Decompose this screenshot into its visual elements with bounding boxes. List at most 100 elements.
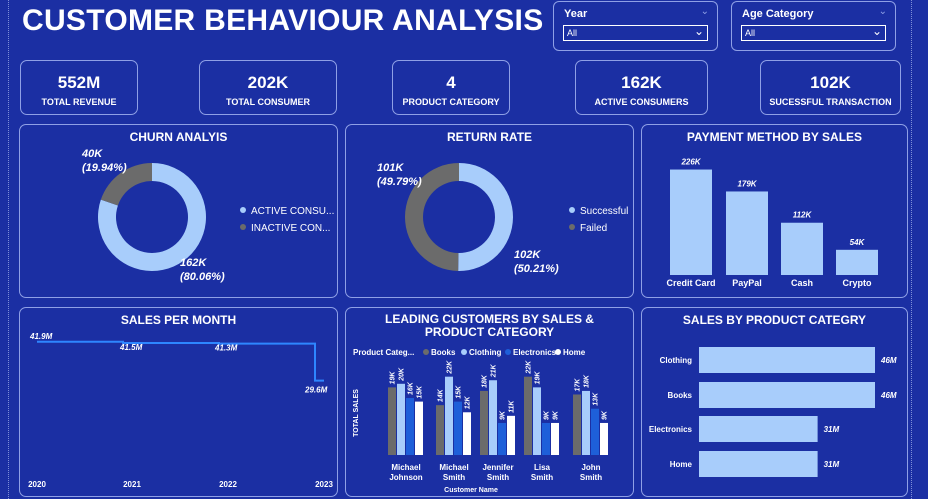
age-category-dropdown[interactable]: All ⌄ xyxy=(741,24,886,41)
category-label: Smith xyxy=(443,473,465,482)
legend-marker xyxy=(240,224,246,230)
category-label: Smith xyxy=(487,473,509,482)
tick-label: 2023 xyxy=(315,480,333,489)
legend-marker xyxy=(555,349,561,355)
x-axis-label: Customer Name xyxy=(444,487,498,494)
chevron-down-icon[interactable]: ⌄ xyxy=(878,6,887,17)
data-label: 11K xyxy=(509,400,516,413)
page-guide-left xyxy=(8,0,9,499)
data-label: (19.94%) xyxy=(82,162,127,174)
category-label: Jennifer xyxy=(482,463,513,472)
legend-label: INACTIVE CON... xyxy=(251,223,330,234)
leading-customers-bar-chart: Product Categ... Books Clothing Electronics… xyxy=(353,348,609,494)
donut-slice xyxy=(97,163,206,271)
chart-title: CHURN ANALYIS xyxy=(129,130,228,144)
bar xyxy=(699,347,875,373)
age-category-slicer[interactable]: Age Category ⌄ All ⌄ xyxy=(731,1,896,51)
chart-title: SALES BY PRODUCT CATEGRY xyxy=(682,313,867,327)
data-label: 15K xyxy=(456,385,463,399)
data-label: 179K xyxy=(737,179,757,188)
bar xyxy=(524,376,532,455)
data-label: (49.79%) xyxy=(377,176,422,188)
churn-donut-chart: ACTIVE CONSU... 162K (80.06%) INACTIVE CON.… xyxy=(81,148,334,283)
year-slicer[interactable]: Year ⌄ All ⌄ xyxy=(553,1,718,51)
legend-label: Successful xyxy=(580,206,628,217)
bar xyxy=(551,422,559,455)
data-label: 54K xyxy=(850,238,866,247)
bar xyxy=(600,422,608,455)
category-label: Books xyxy=(668,391,693,400)
data-label: 16K xyxy=(408,381,415,395)
data-label: (80.06%) xyxy=(180,271,225,283)
payment-method-panel: PAYMENT METHOD BY SALES 226K Credit Card 1… xyxy=(641,124,908,298)
return-rate-donut-chart: Successful 102K (50.21%) Failed 101K (49.79%) xyxy=(377,162,628,275)
bar xyxy=(415,401,423,455)
kpi-label: TOTAL CONSUMER xyxy=(225,97,310,107)
tick-label: 2020 xyxy=(28,480,46,489)
data-label: 14K xyxy=(438,388,445,402)
sales-per-month-line-chart: 41.9M 2020 41.5M 2021 41.3M 2022 29.6M 2023 xyxy=(28,332,333,489)
age-category-dropdown-value: All xyxy=(745,28,756,38)
data-label: 9K xyxy=(553,410,560,420)
data-label: 46M xyxy=(880,356,897,365)
donut-slice xyxy=(404,163,459,271)
bar xyxy=(507,415,515,455)
bar xyxy=(699,416,818,442)
y-axis-label: TOTAL SALES xyxy=(353,389,360,437)
kpi-value: 162K xyxy=(621,73,662,92)
data-label: 102K xyxy=(514,249,541,261)
churn-analysis-panel: CHURN ANALYIS ACTIVE CONSU... 162K (80.06%… xyxy=(19,124,338,298)
category-label: Cash xyxy=(791,278,813,288)
category-label: Michael xyxy=(439,463,468,472)
age-category-slicer-label: Age Category xyxy=(742,8,814,20)
kpi-label: SUCESSFUL TRANSACTION xyxy=(769,97,892,107)
year-slicer-label: Year xyxy=(564,8,588,20)
chart-title: PAYMENT METHOD BY SALES xyxy=(686,130,863,144)
kpi-total-consumer: 202K TOTAL CONSUMER xyxy=(199,60,337,115)
kpi-label: TOTAL REVENUE xyxy=(41,97,117,107)
data-label: 22K xyxy=(526,360,533,375)
bar xyxy=(699,451,818,477)
kpi-value: 202K xyxy=(247,73,289,92)
bar xyxy=(406,398,414,455)
sales-per-month-panel: SALES PER MONTH 41.9M 2020 41.5M 2021 41.3M 2… xyxy=(19,307,338,497)
year-dropdown[interactable]: All ⌄ xyxy=(563,24,708,41)
legend-label: ACTIVE CONSU... xyxy=(251,206,334,217)
bar xyxy=(445,376,453,455)
bar xyxy=(582,390,590,455)
leading-customers-panel: LEADING CUSTOMERS BY SALES & PRODUCT CAT… xyxy=(345,307,634,497)
data-label: 15K xyxy=(417,385,424,399)
legend-label: Home xyxy=(563,348,586,357)
data-label: 18K xyxy=(584,374,591,388)
chevron-down-icon[interactable]: ⌄ xyxy=(700,6,709,17)
data-label: 31M xyxy=(824,460,840,469)
category-label: John xyxy=(581,463,600,472)
data-label: 29.6M xyxy=(304,386,328,395)
category-label: Credit Card xyxy=(666,278,715,288)
legend-label: Books xyxy=(431,348,456,357)
category-label: Lisa xyxy=(534,463,551,472)
legend-marker xyxy=(423,349,429,355)
donut-slice xyxy=(458,163,513,271)
bar xyxy=(726,191,768,275)
data-label: 226K xyxy=(680,158,701,167)
kpi-label: ACTIVE CONSUMERS xyxy=(594,97,689,107)
data-label: 41.5M xyxy=(119,343,143,352)
kpi-sucessful-transaction: 102K SUCESSFUL TRANSACTION xyxy=(760,60,901,115)
bar xyxy=(533,387,541,455)
chevron-down-icon[interactable]: ⌄ xyxy=(693,24,704,38)
data-label: 21K xyxy=(491,363,498,378)
page-title: CUSTOMER BEHAVIOUR ANALYSIS xyxy=(22,4,544,37)
kpi-value: 102K xyxy=(810,73,851,92)
legend-marker xyxy=(569,207,575,213)
data-label: 20K xyxy=(399,367,406,382)
data-label: 17K xyxy=(575,378,582,392)
chevron-down-icon[interactable]: ⌄ xyxy=(871,24,882,38)
page-guide-right xyxy=(911,0,912,499)
bar xyxy=(836,249,878,275)
series-line xyxy=(37,340,324,382)
category-label: Electronics xyxy=(649,425,693,434)
bar xyxy=(436,405,444,455)
kpi-product-category: 4 PRODUCT CATEGORY xyxy=(392,60,510,115)
legend-label: Clothing xyxy=(469,348,502,357)
